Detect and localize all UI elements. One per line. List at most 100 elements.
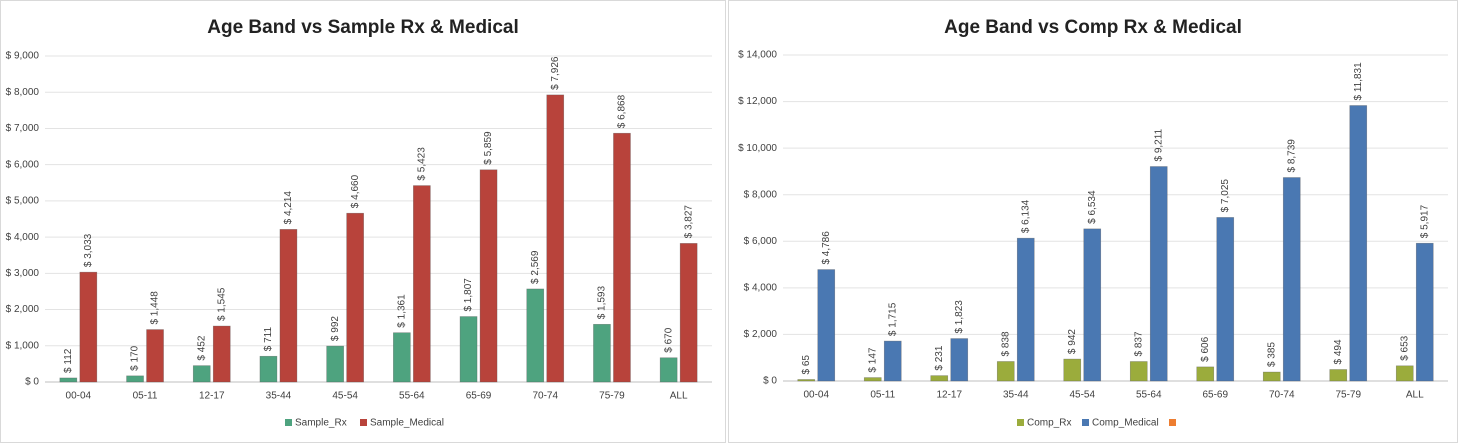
bar (192, 365, 211, 383)
x-tick-label: 05-11 (133, 391, 158, 402)
y-tick-label: $ 8,000 (744, 189, 778, 200)
value-label: $ 231 (934, 345, 945, 370)
value-label: $ 1,361 (396, 294, 407, 328)
bar (863, 377, 882, 382)
value-label: $ 5,423 (416, 147, 427, 181)
bar (593, 323, 611, 383)
value-label: $ 7,926 (550, 56, 561, 90)
value-label: $ 942 (1067, 329, 1078, 354)
x-tick-label: 12-17 (199, 391, 225, 402)
bar (393, 332, 411, 383)
value-label: $ 6,534 (1087, 190, 1098, 224)
y-tick-label: $ 0 (25, 377, 39, 388)
y-tick-label: $ 8,000 (6, 87, 40, 98)
bar (479, 169, 498, 383)
bar (1149, 166, 1168, 382)
bar (546, 94, 565, 383)
y-tick-label: $ 6,000 (6, 159, 40, 170)
value-label: $ 147 (867, 347, 878, 372)
bar (1329, 369, 1348, 382)
value-label: $ 2,569 (530, 250, 541, 284)
legend-swatch (1017, 419, 1024, 426)
bar (259, 355, 278, 383)
value-label: $ 653 (1399, 335, 1410, 360)
value-label: $ 6,134 (1020, 199, 1031, 233)
y-tick-label: $ 12,000 (738, 96, 777, 107)
bar (1063, 358, 1082, 382)
bar (79, 271, 98, 383)
y-tick-label: $ 3,000 (6, 268, 40, 279)
x-tick-label: 70-74 (532, 391, 558, 402)
bar (346, 212, 364, 383)
value-label: $ 4,660 (350, 174, 361, 208)
bar (126, 375, 144, 383)
value-label: $ 9,211 (1153, 128, 1164, 161)
y-tick-label: $ 4,000 (744, 282, 778, 293)
value-label: $ 670 (663, 327, 674, 352)
bar (1349, 105, 1368, 382)
x-tick-label: 65-69 (466, 391, 492, 402)
bar (930, 375, 949, 382)
y-tick-label: $ 1,000 (6, 340, 40, 351)
y-tick-label: $ 7,000 (6, 123, 40, 134)
bar (613, 132, 631, 383)
value-label: $ 112 (63, 348, 74, 373)
legend-swatch (360, 419, 367, 426)
value-label: $ 1,715 (887, 302, 898, 336)
value-label: $ 1,448 (150, 291, 161, 325)
chart-title: Age Band vs Sample Rx & Medical (207, 17, 519, 38)
value-label: $ 5,917 (1419, 204, 1430, 238)
x-tick-label: 75-79 (599, 391, 625, 402)
bar (146, 329, 164, 383)
bar (1196, 366, 1215, 382)
value-label: $ 170 (130, 345, 141, 370)
value-label: $ 838 (1000, 331, 1011, 356)
x-tick-label: 65-69 (1202, 390, 1228, 401)
value-label: $ 1,823 (954, 300, 965, 334)
y-tick-label: $ 4,000 (6, 232, 40, 243)
x-tick-label: 70-74 (1269, 390, 1295, 401)
x-tick-label: 45-54 (1069, 390, 1095, 401)
value-label: $ 385 (1266, 342, 1277, 367)
bar (817, 269, 836, 382)
x-tick-label: 00-04 (803, 390, 829, 401)
bar (459, 316, 478, 383)
bar (679, 243, 698, 383)
value-label: $ 6,868 (617, 94, 628, 128)
legend-label: Comp_Rx (1027, 418, 1071, 429)
value-label: $ 494 (1333, 339, 1344, 364)
x-tick-label: 55-64 (1136, 390, 1162, 401)
bar (659, 357, 678, 383)
legend-label: Sample_Rx (295, 418, 347, 429)
x-tick-label: 75-79 (1335, 390, 1361, 401)
value-label: $ 5,859 (483, 131, 494, 165)
bar (1216, 217, 1235, 382)
bar (1083, 228, 1102, 382)
value-label: $ 1,807 (463, 278, 474, 312)
x-tick-label: 12-17 (936, 390, 962, 401)
bar (996, 361, 1015, 382)
x-tick-label: 45-54 (332, 391, 358, 402)
y-tick-label: $ 2,000 (6, 304, 40, 315)
bar (212, 325, 231, 383)
value-label: $ 8,739 (1286, 139, 1297, 173)
bar (1282, 177, 1301, 382)
value-label: $ 711 (263, 327, 274, 352)
value-label: $ 4,214 (283, 191, 294, 225)
value-label: $ 65 (801, 355, 812, 375)
value-label: $ 1,545 (216, 287, 227, 321)
x-tick-label: 55-64 (399, 391, 425, 402)
y-tick-label: $ 6,000 (744, 236, 778, 247)
bar (1016, 237, 1035, 382)
x-tick-label: 05-11 (870, 390, 895, 401)
y-tick-label: $ 5,000 (6, 196, 40, 207)
legend-label: Comp_Medical (1092, 418, 1159, 429)
y-tick-label: $ 2,000 (744, 329, 778, 340)
bar (1262, 371, 1281, 382)
chart-title: Age Band vs Comp Rx & Medical (944, 17, 1242, 38)
legend-label: Sample_Medical (370, 418, 444, 429)
value-label: $ 4,786 (821, 231, 832, 265)
x-tick-label: 35-44 (266, 391, 292, 402)
